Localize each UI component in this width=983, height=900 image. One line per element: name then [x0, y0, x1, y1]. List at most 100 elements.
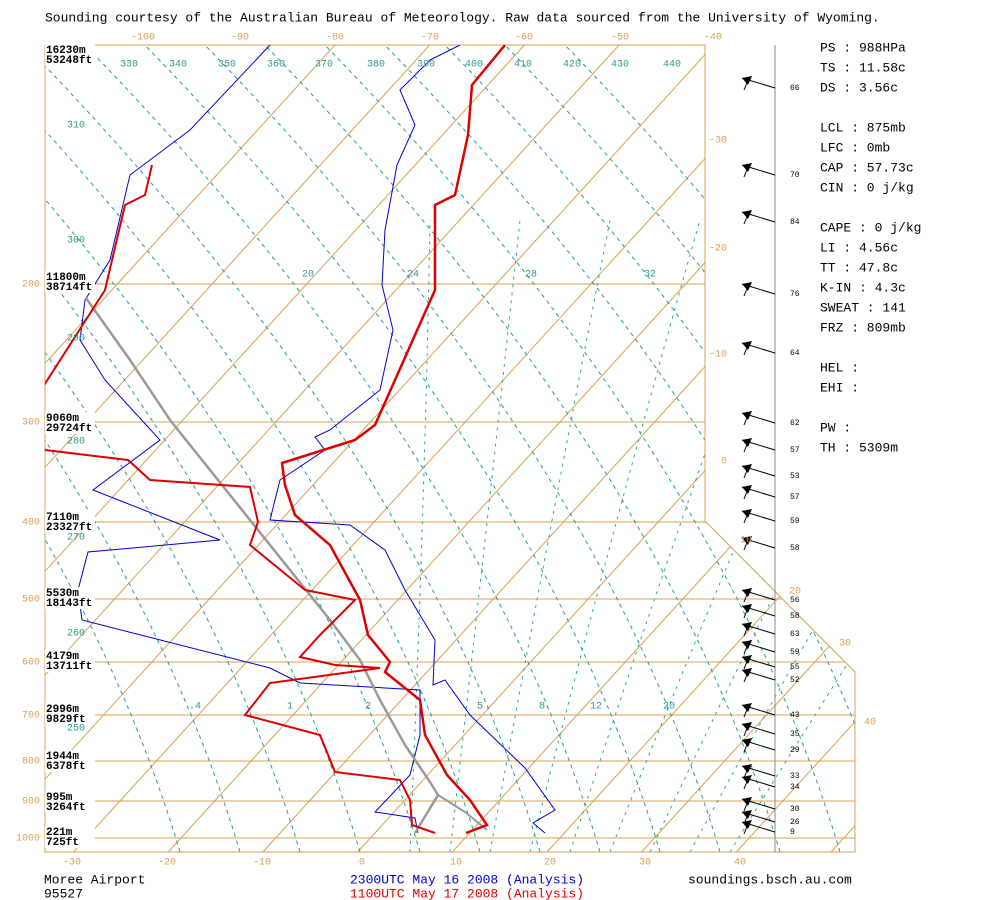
dry-adiabat — [45, 45, 541, 852]
theta-label: 420 — [563, 60, 581, 71]
dry-adiabat — [79, 45, 601, 852]
barb-tick — [743, 539, 749, 551]
height-m: 2996m — [46, 704, 79, 716]
theta-label: 380 — [367, 60, 385, 71]
parcel-line — [84, 297, 440, 834]
mixing-label: 5 — [477, 702, 483, 713]
dewpoint-line-2 — [45, 164, 436, 834]
barb-flag — [742, 509, 752, 518]
index: CAPE : 0 j/kg — [820, 220, 921, 235]
index: HEL : — [820, 360, 859, 375]
height-box — [45, 587, 95, 609]
barb-flag — [742, 282, 752, 291]
wind-speed: 76 — [790, 290, 800, 299]
moist-adiabat — [569, 219, 791, 852]
moist-adiabat — [409, 219, 431, 852]
wind-speed: 70 — [790, 171, 800, 180]
barb-flag — [742, 210, 752, 219]
isotherm — [45, 45, 620, 852]
dry-adiabat — [499, 45, 855, 852]
isotherm — [45, 45, 715, 852]
wind-speed: 63 — [790, 630, 800, 639]
mixing-label: 8 — [539, 702, 545, 713]
bottom-temp-label: 20 — [544, 858, 556, 869]
barb-tick — [743, 643, 749, 655]
wind-speed: 66 — [790, 84, 800, 93]
temp-line-1 — [269, 45, 556, 834]
top-temp-label: -90 — [231, 33, 249, 44]
barb-flag — [742, 655, 752, 664]
barb-tick — [743, 467, 749, 479]
bottom-temp-label: -10 — [253, 858, 271, 869]
pressure-label: 900 — [22, 797, 40, 808]
wind-speed: 29 — [790, 746, 800, 755]
moist-adiabat — [489, 219, 611, 852]
mixing-label: 12 — [590, 702, 602, 713]
wind-speed: 52 — [790, 676, 800, 685]
wind-speed: 35 — [790, 730, 800, 739]
barb-tick — [743, 213, 749, 225]
theta-label: 290 — [67, 334, 85, 345]
dry-adiabat — [45, 45, 481, 852]
theta-label: 430 — [611, 60, 629, 71]
pressure-label: 300 — [22, 418, 40, 429]
isotherm — [45, 45, 525, 852]
isotherm — [262, 45, 855, 852]
wind-speed: 59 — [790, 648, 800, 657]
station-id: 95527 — [44, 886, 83, 900]
pressure-label: 200 — [22, 280, 40, 291]
wind-speed: 58 — [790, 612, 800, 621]
theta-label: 440 — [663, 60, 681, 71]
mixing-label: 20 — [663, 702, 675, 713]
barb-tick — [743, 741, 749, 753]
pressure-label: 500 — [22, 595, 40, 606]
temp-line-2 — [280, 45, 506, 835]
theta-label: 310 — [67, 121, 85, 132]
barb-tick — [743, 285, 749, 297]
height-box — [45, 650, 95, 672]
theta-label: 270 — [67, 533, 85, 544]
height-box — [45, 750, 95, 772]
dry-adiabat — [319, 45, 841, 852]
barb-tick — [743, 706, 749, 718]
height-m: 11800m — [46, 272, 86, 284]
barb-flag — [742, 464, 752, 473]
height-box — [45, 511, 95, 533]
height-ft: 38714ft — [46, 282, 92, 294]
barb-tick — [743, 441, 749, 453]
top-temp-label: -60 — [515, 33, 533, 44]
barb-tick — [743, 488, 749, 500]
barb-tick — [743, 166, 749, 178]
theta-label: 280 — [67, 437, 85, 448]
top-temp-label: -70 — [421, 33, 439, 44]
height-box — [45, 791, 95, 813]
isotherm — [45, 45, 336, 852]
barb-flag — [742, 76, 752, 85]
barb-flag — [742, 722, 752, 731]
barb-tick — [743, 778, 749, 790]
theta-label: 390 — [417, 60, 435, 71]
top-temp-label: -40 — [704, 33, 722, 44]
height-m: 4179m — [46, 651, 79, 663]
index: PS : 988HPa — [820, 40, 906, 55]
barb-tick — [743, 658, 749, 670]
wind-speed: 33 — [790, 772, 800, 781]
height-ft: 18143ft — [46, 598, 92, 610]
barb-flag — [742, 485, 752, 494]
barb-flag — [742, 411, 752, 420]
barb-flag — [742, 797, 752, 806]
wind-speed: 59 — [790, 517, 800, 526]
dry-adiabat — [379, 45, 855, 852]
wind-speed: 55 — [790, 663, 800, 672]
moist-adiabat — [689, 219, 855, 852]
dry-adiabat — [259, 45, 781, 852]
mixing-label: .4 — [189, 702, 201, 713]
height-box — [45, 271, 95, 293]
wind-speed: 57 — [790, 446, 800, 455]
barb-flag — [742, 438, 752, 447]
barb-flag — [742, 820, 752, 829]
index: TH : 5309m — [820, 440, 898, 455]
grid — [45, 45, 855, 852]
pressure-label: 600 — [22, 658, 40, 669]
dewpoint-line-1 — [77, 45, 421, 834]
